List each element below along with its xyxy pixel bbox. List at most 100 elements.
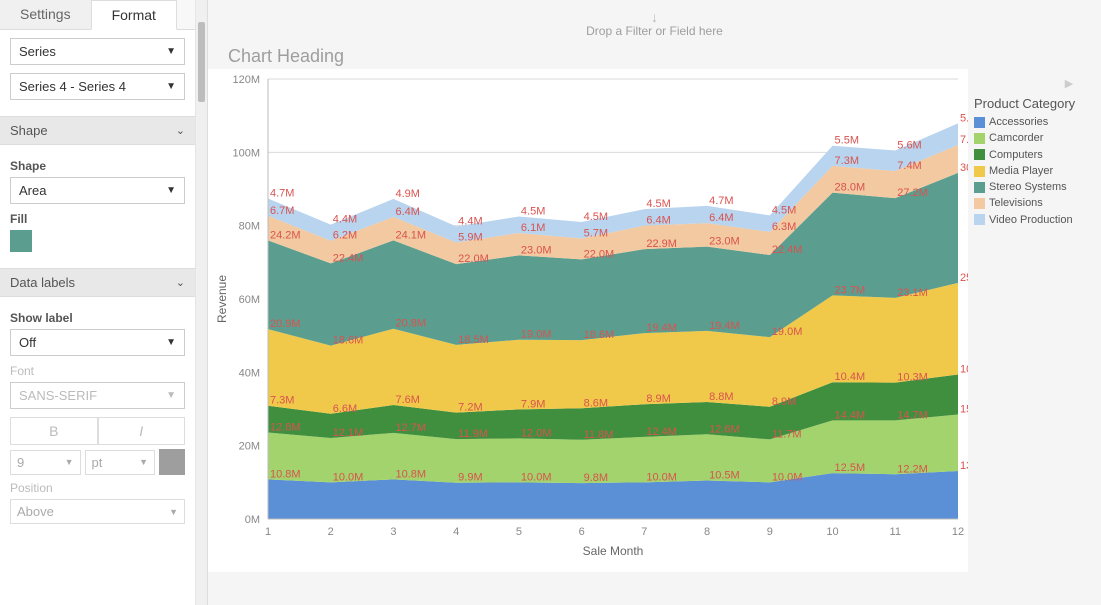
shape-label: Shape [10, 159, 185, 173]
sidebar-scrollbar[interactable] [195, 0, 207, 605]
svg-text:19.4M: 19.4M [646, 322, 677, 334]
svg-text:12.7M: 12.7M [395, 422, 426, 434]
svg-text:10: 10 [826, 526, 838, 538]
series-type-label: Series [19, 44, 56, 59]
svg-text:30.0M: 30.0M [960, 162, 968, 174]
chart-heading[interactable]: Chart Heading [208, 42, 1101, 69]
font-select[interactable]: SANS-SERIF ▼ [10, 382, 185, 409]
font-label: Font [10, 364, 185, 378]
svg-text:7: 7 [641, 526, 647, 538]
position-value: Above [17, 504, 54, 519]
shape-section-title: Shape [10, 123, 48, 138]
datalabels-section-header[interactable]: Data labels ⌄ [0, 268, 195, 297]
tab-format[interactable]: Format [91, 0, 177, 30]
svg-text:4.4M: 4.4M [333, 214, 357, 226]
svg-text:6.4M: 6.4M [646, 215, 670, 227]
series-instance-label: Series 4 - Series 4 [19, 79, 126, 94]
legend-item[interactable]: Media Player [974, 164, 1075, 178]
svg-text:6.3M: 6.3M [772, 221, 796, 233]
svg-text:9.9M: 9.9M [458, 472, 482, 484]
svg-text:11.7M: 11.7M [772, 428, 802, 440]
svg-text:12.8M: 12.8M [270, 421, 301, 433]
showlabel-label: Show label [10, 311, 185, 325]
fontunit-select[interactable]: pt ▼ [85, 450, 156, 475]
svg-text:12.5M: 12.5M [835, 462, 866, 474]
legend-item[interactable]: Stereo Systems [974, 180, 1075, 194]
svg-text:5.6M: 5.6M [897, 140, 921, 152]
series-instance-select[interactable]: Series 4 - Series 4 ▼ [10, 73, 185, 100]
position-label: Position [10, 481, 185, 495]
shape-section-header[interactable]: Shape ⌄ [0, 116, 195, 145]
scrollbar-thumb[interactable] [198, 22, 205, 102]
svg-text:5.9M: 5.9M [458, 232, 482, 244]
legend-expand-icon[interactable]: ▶ [974, 77, 1075, 96]
showlabel-select[interactable]: Off ▼ [10, 329, 185, 356]
svg-text:24.1M: 24.1M [395, 229, 426, 241]
svg-text:7.6M: 7.6M [395, 394, 419, 406]
dropzone-text: Drop a Filter or Field here [586, 24, 723, 38]
series-type-select[interactable]: Series ▼ [10, 38, 185, 65]
svg-text:9.8M: 9.8M [584, 472, 608, 484]
legend-label: Accessories [989, 115, 1048, 129]
svg-text:14.7M: 14.7M [897, 409, 928, 421]
chevron-down-icon: ▼ [166, 337, 176, 348]
legend-item[interactable]: Video Production [974, 213, 1075, 227]
chevron-down-icon: ▼ [166, 81, 176, 92]
svg-text:18.6M: 18.6M [333, 335, 364, 347]
svg-text:1: 1 [265, 526, 271, 538]
legend: ▶ Product Category AccessoriesCamcorderC… [968, 69, 1079, 237]
chart-area[interactable]: 0M20M40M60M80M100M120M123456789101112Rev… [208, 69, 968, 572]
svg-text:4.5M: 4.5M [646, 198, 670, 210]
svg-text:120M: 120M [232, 74, 260, 86]
legend-item[interactable]: Camcorder [974, 131, 1075, 145]
svg-text:10.5M: 10.5M [709, 470, 740, 482]
svg-text:10.0M: 10.0M [772, 471, 803, 483]
svg-text:24.2M: 24.2M [270, 229, 301, 241]
svg-text:6.1M: 6.1M [521, 222, 545, 234]
fill-color-swatch[interactable] [10, 230, 32, 252]
svg-text:11.9M: 11.9M [458, 428, 488, 440]
main: ↓ Drop a Filter or Field here Chart Head… [208, 0, 1101, 605]
svg-text:13.1M: 13.1M [960, 460, 968, 472]
position-select[interactable]: Above ▼ [10, 499, 185, 524]
svg-text:4.9M: 4.9M [395, 188, 419, 200]
shape-select[interactable]: Area ▼ [10, 177, 185, 204]
svg-text:3: 3 [390, 526, 396, 538]
svg-text:12.0M: 12.0M [521, 427, 552, 439]
svg-text:4.7M: 4.7M [709, 195, 733, 207]
svg-text:10.0M: 10.0M [646, 471, 677, 483]
svg-text:6.2M: 6.2M [333, 230, 357, 242]
fontsize-select[interactable]: 9 ▼ [10, 450, 81, 475]
italic-button[interactable]: I [98, 417, 186, 445]
legend-swatch [974, 198, 985, 209]
svg-text:12.6M: 12.6M [709, 423, 740, 435]
filter-dropzone[interactable]: ↓ Drop a Filter or Field here [208, 0, 1101, 42]
fontcolor-swatch[interactable] [159, 449, 185, 475]
svg-text:4.5M: 4.5M [584, 211, 608, 223]
svg-text:10.0M: 10.0M [521, 471, 552, 483]
shape-value: Area [19, 183, 46, 198]
svg-text:2: 2 [328, 526, 334, 538]
svg-text:7.9M: 7.9M [521, 398, 545, 410]
svg-text:4.7M: 4.7M [270, 188, 294, 200]
svg-text:6.7M: 6.7M [270, 205, 294, 217]
svg-text:100M: 100M [232, 147, 260, 159]
svg-text:7.2M: 7.2M [458, 402, 482, 414]
svg-text:20.9M: 20.9M [270, 318, 301, 330]
chevron-down-icon: ⌄ [176, 276, 185, 289]
tabs: Settings Format [0, 0, 195, 30]
svg-text:10.3M: 10.3M [897, 372, 928, 384]
chevron-down-icon: ▼ [65, 457, 74, 467]
chevron-down-icon: ▼ [169, 507, 178, 517]
legend-item[interactable]: Televisions [974, 196, 1075, 210]
tab-settings[interactable]: Settings [0, 0, 91, 29]
bold-button[interactable]: B [10, 417, 98, 445]
svg-text:22.0M: 22.0M [584, 248, 615, 260]
legend-item[interactable]: Computers [974, 148, 1075, 162]
legend-item[interactable]: Accessories [974, 115, 1075, 129]
svg-text:22.9M: 22.9M [646, 238, 677, 250]
svg-text:23.1M: 23.1M [897, 287, 928, 299]
legend-swatch [974, 166, 985, 177]
svg-text:12.1M: 12.1M [333, 427, 364, 439]
svg-text:23.0M: 23.0M [709, 236, 740, 248]
